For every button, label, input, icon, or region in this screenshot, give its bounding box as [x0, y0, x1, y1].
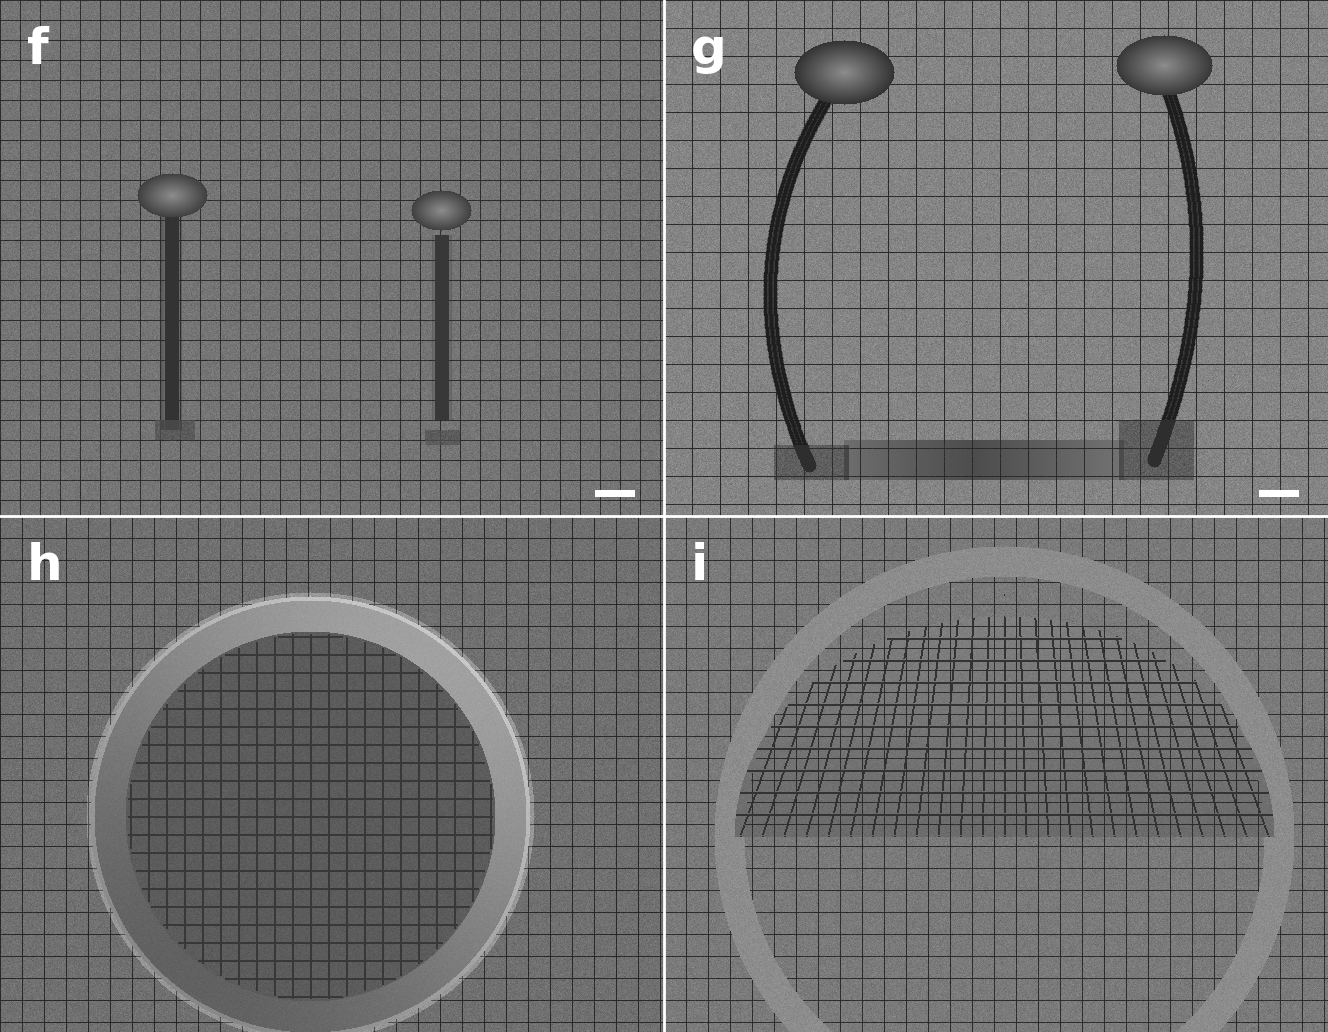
Text: g: g [691, 26, 726, 74]
Text: h: h [27, 542, 62, 590]
Text: i: i [691, 542, 708, 590]
Text: f: f [27, 26, 48, 74]
